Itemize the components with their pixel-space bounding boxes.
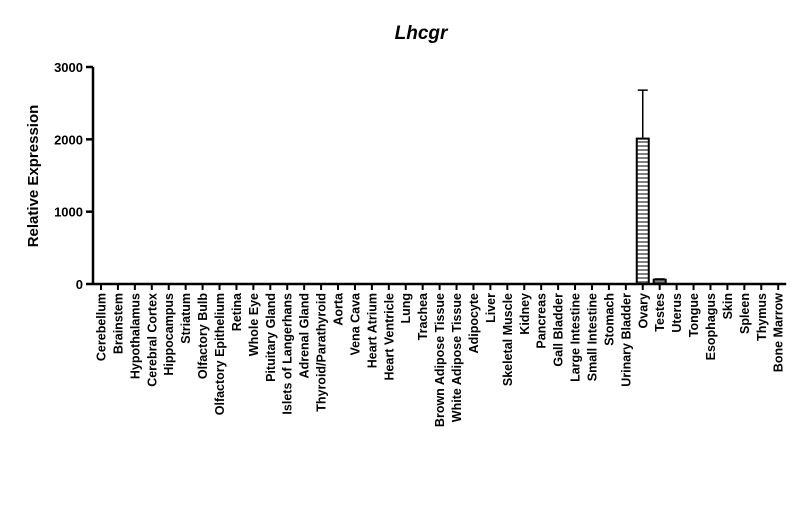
chart-marks: 0 1000 2000 3000 Cerebellum Brainstem Hypothal… [54,60,787,427]
x-tick-label: White Adipose Tissue [450,293,464,422]
x-tick-label: Urinary Bladder [619,293,633,387]
x-tick-label: Whole Eye [247,293,261,356]
y-axis-label: Relative Expression [25,105,42,248]
x-tick-label: Trachea [416,292,430,340]
x-tick-label: Olfactory Epithelium [213,293,227,415]
x-tick-label: Spleen [738,293,752,334]
x-tick-label: Pituitary Gland [264,293,278,382]
x-tick-label: Stomach [602,293,616,346]
x-tick-label: Heart Atrium [365,293,379,368]
x-tick-label: Skin [721,293,735,319]
x-tick-label: Gall Bladder [552,293,566,367]
y-tick-label: 1000 [54,205,83,220]
x-tick-label: Retina [230,292,244,331]
y-tick-label: 0 [76,277,83,292]
x-tick-label: Olfactory Bulb [196,293,210,379]
x-tick-label: Brainstem [111,293,125,354]
x-tick-label: Large Intestine [569,293,583,382]
x-tick-label: Lung [399,293,413,324]
x-tick-label: Heart Ventricle [382,293,396,381]
x-tick-label: Adrenal Gland [298,293,312,378]
y-tick-label: 2000 [54,132,83,147]
x-tick-label: Uterus [670,293,684,333]
x-tick-label: Ovary [636,293,650,328]
x-tick-label: Striatum [179,293,193,344]
x-tick-label: Cerebral Cortex [145,293,159,387]
x-tick-label: Liver [484,293,498,323]
x-tick-label: Tongue [687,293,701,337]
x-tick-label: Thyroid/Parathyroid [315,293,329,412]
x-tick-label: Islets of Langerhans [281,293,295,415]
x-tick-label: Pancreas [535,293,549,349]
y-tick-label: 3000 [54,60,83,75]
chart-title: Lhcgr [395,23,449,44]
x-tick-label: Aorta [332,292,346,326]
x-tick-label: Adipocyte [467,293,481,353]
x-tick-label: Vena Cava [348,292,362,356]
x-tick-label: Testes [653,293,667,332]
x-tick-label: Small Intestine [585,293,599,381]
x-tick-label: Cerebellum [95,293,109,361]
x-tick-label: Bone Marrow [772,293,786,372]
bar [635,137,650,285]
x-tick-label: Kidney [518,293,532,335]
x-tick-label: Hypothalamus [128,293,142,379]
x-tick-label: Thymus [755,293,769,341]
x-tick-label: Hippocampus [162,293,176,376]
x-tick-label: Brown Adipose Tissue [433,293,447,427]
x-tick-label: Esophagus [704,293,718,360]
x-tick-label: Skeletal Muscle [501,293,515,386]
